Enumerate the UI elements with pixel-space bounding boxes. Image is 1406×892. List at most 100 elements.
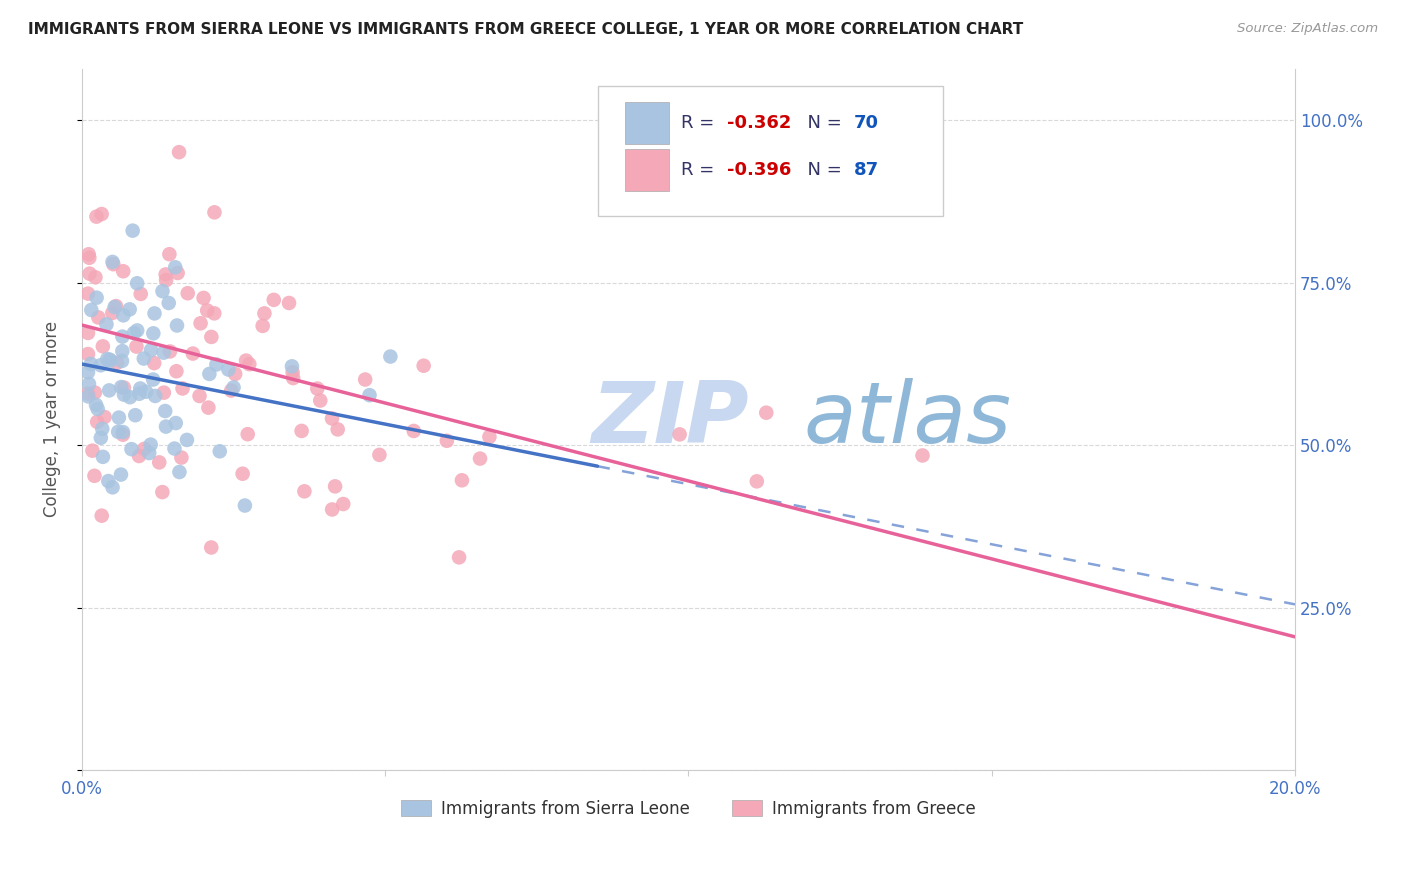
Point [359, 388, 381, 402]
Point [195, 303, 218, 318]
Point [83, 385, 105, 400]
Point [134, 442, 156, 456]
Point [202, 306, 225, 320]
Point [77, 376, 100, 391]
Text: R =: R = [682, 114, 720, 132]
Point [77, 386, 100, 401]
Point [745, 475, 768, 489]
Point [193, 291, 215, 305]
Point [163, 442, 186, 456]
Point [323, 479, 346, 493]
Point [98, 353, 121, 368]
Point [281, 359, 304, 374]
Point [326, 422, 349, 436]
Point [222, 380, 245, 394]
Point [153, 404, 176, 418]
Point [172, 382, 194, 396]
Point [354, 372, 377, 386]
Point [112, 264, 135, 278]
Point [166, 266, 188, 280]
Point [107, 425, 129, 439]
Point [84, 270, 107, 285]
Point [281, 365, 304, 379]
Point [80, 357, 103, 371]
Point [208, 444, 231, 458]
Point [205, 358, 228, 372]
Y-axis label: College, 1 year or more: College, 1 year or more [44, 321, 60, 517]
Point [77, 389, 100, 403]
Point [478, 430, 501, 444]
Point [111, 425, 134, 439]
Point [152, 284, 174, 298]
Text: 87: 87 [853, 161, 879, 179]
Point [451, 473, 474, 487]
Point [104, 300, 127, 314]
Point [235, 353, 257, 368]
FancyBboxPatch shape [626, 149, 669, 191]
Point [118, 302, 141, 317]
Point [108, 410, 131, 425]
Text: -0.362: -0.362 [727, 114, 792, 132]
Point [253, 306, 276, 320]
Point [77, 326, 100, 340]
Point [80, 303, 103, 318]
Point [111, 427, 134, 442]
Point [468, 451, 491, 466]
Legend: Immigrants from Sierra Leone, Immigrants from Greece: Immigrants from Sierra Leone, Immigrants… [395, 794, 983, 825]
Point [86, 291, 108, 305]
Point [159, 344, 181, 359]
Point [129, 287, 152, 301]
Point [321, 502, 343, 516]
Point [118, 390, 141, 404]
Point [233, 499, 256, 513]
FancyBboxPatch shape [598, 86, 943, 216]
Point [96, 352, 118, 367]
Point [101, 255, 124, 269]
Point [77, 247, 100, 261]
Point [332, 497, 354, 511]
Point [129, 382, 152, 396]
Point [157, 296, 180, 310]
Point [143, 389, 166, 403]
Point [150, 485, 173, 500]
Point [86, 210, 108, 224]
Point [127, 277, 149, 291]
Point [110, 380, 132, 394]
Point [166, 318, 188, 333]
Point [200, 541, 222, 555]
Point [128, 449, 150, 463]
Point [79, 251, 101, 265]
Point [86, 401, 108, 416]
Point [238, 357, 260, 371]
Point [169, 465, 191, 479]
Point [380, 350, 402, 364]
Text: IMMIGRANTS FROM SIERRA LEONE VS IMMIGRANTS FROM GREECE COLLEGE, 1 YEAR OR MORE C: IMMIGRANTS FROM SIERRA LEONE VS IMMIGRAN… [28, 22, 1024, 37]
Point [111, 329, 134, 343]
Point [82, 443, 104, 458]
Point [128, 386, 150, 401]
Point [217, 362, 239, 376]
Point [96, 318, 118, 332]
Point [79, 267, 101, 281]
Point [132, 351, 155, 366]
Point [91, 422, 114, 436]
Point [105, 299, 128, 313]
Point [77, 286, 100, 301]
Point [188, 389, 211, 403]
Point [110, 467, 132, 482]
Text: 70: 70 [853, 114, 879, 132]
Point [121, 224, 143, 238]
Point [177, 286, 200, 301]
Point [143, 356, 166, 370]
Point [90, 431, 112, 445]
Point [112, 381, 135, 395]
Point [111, 354, 134, 368]
Point [87, 310, 110, 325]
Point [138, 446, 160, 460]
Point [204, 205, 226, 219]
Point [112, 387, 135, 401]
Point [236, 427, 259, 442]
Point [368, 448, 391, 462]
Point [170, 450, 193, 465]
Point [155, 268, 177, 282]
